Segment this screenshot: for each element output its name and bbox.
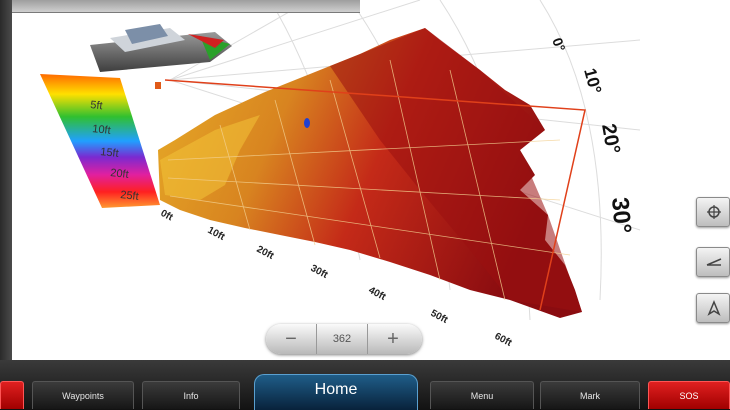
angle-label-10: 10° <box>580 66 605 96</box>
range-outline <box>164 79 586 311</box>
left-red-button[interactable] <box>0 381 24 409</box>
navigate-button[interactable] <box>696 293 730 323</box>
fish-target <box>304 118 310 128</box>
top-header-strip <box>10 0 360 13</box>
range-label: 30ft <box>309 263 330 281</box>
sonar-view-button[interactable] <box>696 247 730 277</box>
depth-label: 15ft <box>100 146 120 160</box>
crosshair-button[interactable] <box>696 197 730 227</box>
range-label: 0ft <box>159 208 176 224</box>
crosshair-icon <box>707 205 721 219</box>
angle-label-30: 30° <box>606 196 636 235</box>
depth-label: 5ft <box>90 99 103 112</box>
info-button[interactable]: Info <box>142 381 240 409</box>
zoom-out-button[interactable]: − <box>285 327 297 350</box>
depth-label: 25ft <box>120 189 140 203</box>
zoom-in-button[interactable]: + <box>387 327 399 350</box>
angle-label-20: 20° <box>597 122 624 156</box>
angle-labels: 0° 10° 20° 30° <box>549 36 636 235</box>
navigate-icon <box>707 300 721 316</box>
range-label: 10ft <box>206 225 227 243</box>
depth-scale: 5ft 10ft 15ft 20ft 25ft <box>40 74 160 208</box>
range-label: 20ft <box>255 244 276 262</box>
zoom-control: − 362 + <box>266 324 422 354</box>
depth-label: 10ft <box>92 123 112 137</box>
home-button[interactable]: Home <box>254 374 418 410</box>
range-label: 50ft <box>429 308 450 326</box>
sos-button[interactable]: SOS <box>648 381 730 409</box>
mark-button[interactable]: Mark <box>540 381 640 409</box>
range-label: 40ft <box>367 285 388 303</box>
left-edge <box>0 0 12 360</box>
sonar-shadow <box>330 28 582 312</box>
range-label: 60ft <box>493 331 514 349</box>
boat-icon <box>90 24 232 89</box>
sonar-view-icon <box>706 258 722 266</box>
menu-button[interactable]: Menu <box>430 381 534 409</box>
zoom-value: 362 <box>316 324 368 354</box>
angle-label-0: 0° <box>549 36 569 54</box>
waypoints-button[interactable]: Waypoints <box>32 381 134 409</box>
range-grid <box>167 59 571 301</box>
depth-label: 20ft <box>110 167 130 181</box>
